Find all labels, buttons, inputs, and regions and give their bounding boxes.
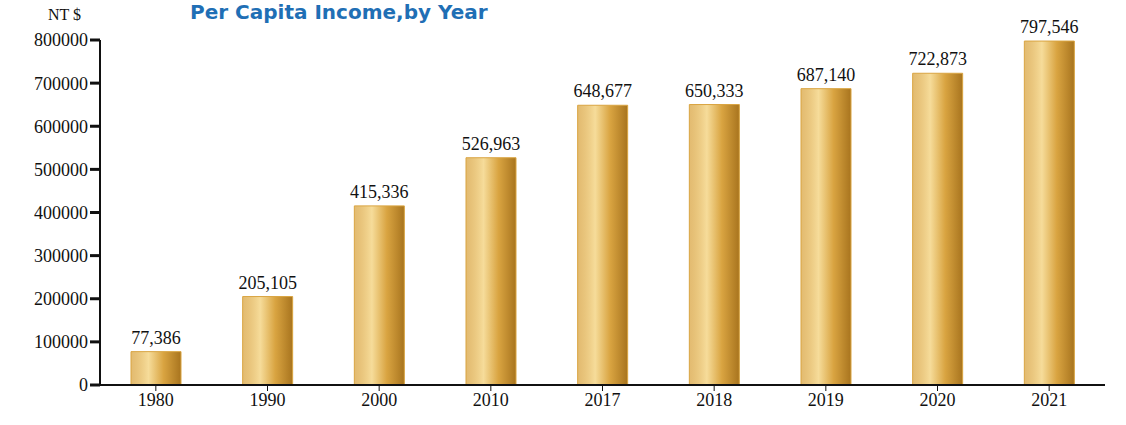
svg-text:2017: 2017 [585, 390, 621, 410]
svg-text:797,546: 797,546 [1020, 17, 1079, 37]
svg-text:800000: 800000 [34, 30, 88, 50]
svg-text:500000: 500000 [34, 160, 88, 180]
svg-text:77,386: 77,386 [131, 328, 181, 348]
svg-text:400000: 400000 [34, 203, 88, 223]
html-text:NT $: NT $ [48, 6, 81, 23]
svg-text:2000: 2000 [361, 390, 397, 410]
svg-text:2010: 2010 [473, 390, 509, 410]
svg-text:2021: 2021 [1031, 390, 1067, 410]
html-text:Per Capita Income,by Year: Per Capita Income,by Year [190, 0, 488, 24]
svg-text:2018: 2018 [696, 390, 732, 410]
svg-text:2019: 2019 [808, 390, 844, 410]
svg-text:722,873: 722,873 [908, 49, 967, 69]
svg-text:2020: 2020 [920, 390, 956, 410]
svg-text:687,140: 687,140 [797, 65, 856, 85]
svg-text:300000: 300000 [34, 246, 88, 266]
svg-text:205,105: 205,105 [238, 273, 297, 293]
svg-text:600000: 600000 [34, 117, 88, 137]
svg-text:0: 0 [79, 375, 88, 395]
svg-text:526,963: 526,963 [462, 134, 521, 154]
svg-text:1990: 1990 [250, 390, 286, 410]
svg-text:1980: 1980 [138, 390, 174, 410]
svg-text:648,677: 648,677 [573, 81, 632, 101]
svg-text:650,333: 650,333 [685, 81, 744, 101]
svg-text:200000: 200000 [34, 289, 88, 309]
svg-text:100000: 100000 [34, 332, 88, 352]
svg-text:700000: 700000 [34, 74, 88, 94]
svg-text:415,336: 415,336 [350, 182, 409, 202]
